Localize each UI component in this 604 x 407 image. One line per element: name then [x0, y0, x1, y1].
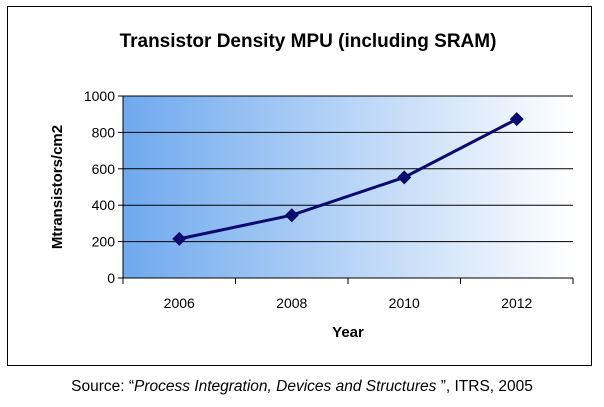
x-tick-label: 2012	[501, 295, 532, 311]
source-note: Source: “Process Integration, Devices an…	[0, 378, 604, 396]
x-axis-title: Year	[332, 324, 364, 341]
plot-area	[123, 96, 573, 278]
source-suffix: ”, ITRS, 2005	[440, 378, 533, 395]
data-point-marker	[172, 231, 187, 246]
chart-title: Transistor Density MPU (including SRAM)	[120, 31, 497, 52]
data-point-marker	[509, 112, 524, 127]
y-tick-label: 400	[92, 197, 116, 213]
line-chart: Transistor Density MPU (including SRAM) …	[49, 31, 574, 341]
x-tick-label: 2008	[276, 295, 307, 311]
y-tick-label: 1000	[84, 88, 115, 104]
source-prefix: Source: “	[71, 378, 134, 395]
y-axis-title: Mtransistors/cm2	[49, 125, 66, 249]
y-tick-label: 0	[107, 270, 115, 286]
y-tick-label: 200	[92, 234, 116, 250]
data-point-marker	[284, 208, 299, 223]
x-tick-label: 2006	[164, 295, 195, 311]
series-line	[178, 117, 518, 241]
y-tick-label: 800	[92, 124, 116, 140]
source-title: Process Integration, Devices and Structu…	[134, 378, 441, 395]
data-point-marker	[397, 170, 412, 185]
y-tick-label: 600	[92, 161, 116, 177]
chart-frame: Transistor Density MPU (including SRAM) …	[7, 6, 592, 366]
x-tick-label: 2010	[389, 295, 420, 311]
